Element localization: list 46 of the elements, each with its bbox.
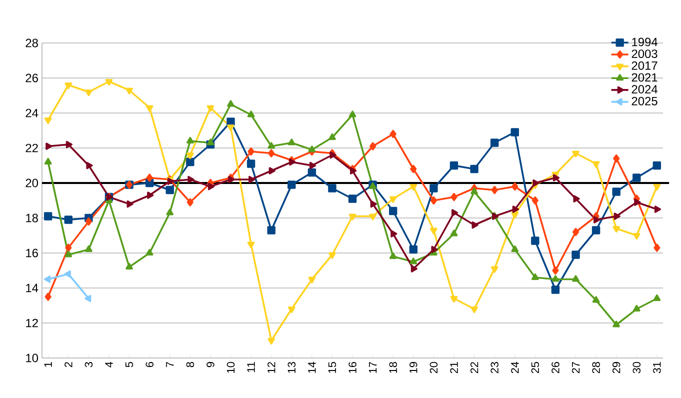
x-tick-label: 4 — [105, 362, 113, 368]
y-tick-label: 16 — [26, 248, 38, 258]
x-tick-label: 16 — [348, 362, 356, 373]
y-tick-label: 14 — [26, 284, 38, 292]
y-tick-label: 20 — [26, 178, 38, 188]
y-tick-label: 26 — [26, 74, 38, 82]
x-tick-label: 5 — [125, 362, 134, 368]
x-tick-label: 10 — [226, 362, 235, 373]
y-tick-label: 24 — [26, 108, 38, 118]
x-tick-label: 15 — [328, 362, 336, 373]
legend-label: 2003 — [632, 50, 658, 58]
legend-label: 2025 — [632, 96, 658, 106]
x-tick-label: 29 — [612, 362, 620, 374]
x-tick-label: 19 — [410, 362, 418, 373]
x-tick-label: 22 — [470, 362, 478, 374]
x-tick-label: 26 — [552, 362, 560, 374]
x-tick-label: 20 — [430, 362, 438, 374]
x-tick-label: 2 — [64, 362, 72, 368]
x-tick-label: 6 — [146, 362, 154, 368]
x-tick-label: 9 — [206, 362, 214, 368]
x-tick-label: 11 — [247, 362, 255, 372]
x-tick-label: 18 — [389, 362, 397, 373]
legend-label: 1994 — [632, 38, 658, 46]
x-tick-label: 23 — [490, 362, 498, 374]
x-tick-label: 8 — [186, 362, 194, 368]
legend-label: 2021 — [632, 73, 658, 82]
x-tick-label: 30 — [632, 362, 641, 374]
x-tick-label: 12 — [268, 362, 276, 373]
x-tick-label: 14 — [308, 362, 316, 373]
x-tick-label: 13 — [288, 362, 296, 373]
x-tick-label: 3 — [84, 362, 93, 368]
y-tick-label: 28 — [26, 38, 38, 48]
legend-label: 2017 — [632, 61, 658, 70]
x-tick-label: 27 — [572, 362, 580, 374]
x-tick-label: 31 — [653, 362, 661, 374]
x-tick-label: 17 — [369, 362, 377, 373]
y-tick-label: 22 — [26, 144, 38, 152]
x-tick-label: 24 — [511, 362, 519, 374]
y-tick-label: 18 — [26, 214, 38, 222]
x-tick-label: 28 — [592, 362, 600, 374]
legend-label: 2024 — [632, 85, 658, 94]
y-tick-label: 12 — [26, 318, 38, 328]
x-tick-label: 1 — [44, 362, 52, 367]
x-tick-label: 25 — [531, 362, 540, 374]
x-tick-label: 21 — [450, 362, 458, 374]
x-tick-label: 7 — [166, 362, 174, 368]
